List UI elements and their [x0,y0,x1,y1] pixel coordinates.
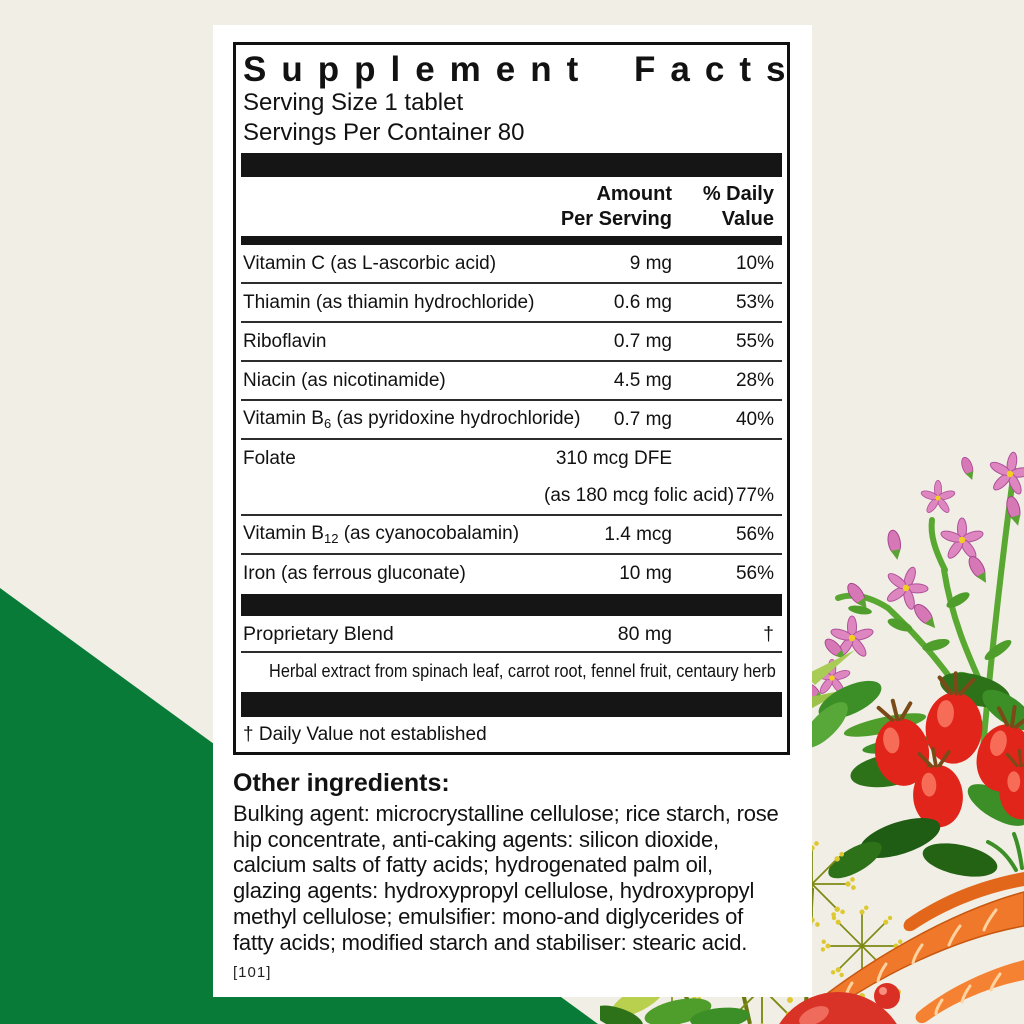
table-header-row: Amount Per Serving % Daily Value [241,177,782,236]
nutrient-amount-line2: (as 180 mcg folic acid) [544,484,735,506]
nutrient-name: Thiamin (as thiamin hydrochloride) [243,291,535,313]
nutrient-daily-value: 53% [735,291,774,313]
supplement-facts-box: Supplement Facts Serving Size 1 tablet S… [233,42,801,756]
daily-value-column-header: % Daily Value [702,183,774,231]
header-spacer [241,182,544,232]
nutrient-name: Vitamin B12 (as cyanocobalamin) [243,523,520,547]
nutrient-row: Folate 310 mcg DFE (as 180 mcg folic aci… [241,440,782,517]
amount-column-header: Amount Per Serving [560,183,672,231]
blend-daily-value-dagger: † [763,623,774,646]
nutrient-row: Niacin (as nicotinamide) 4.5 mg 28% [241,362,782,402]
other-ingredients-heading: Other ingredients: [233,769,450,797]
blend-name: Proprietary Blend [243,623,394,646]
nutrient-daily-value: 28% [735,369,774,391]
nutrient-daily-value: 10% [735,252,774,274]
daily-value-footnote: † Daily Value not established [243,724,487,746]
other-ingredients-text: Bulking agent: microcrystalline cellulos… [233,801,779,955]
nutrient-daily-value: 55% [735,330,774,352]
label-code: [101] [233,964,272,982]
botanical-illustration [600,447,1024,1024]
nutrient-row: Vitamin B12 (as cyanocobalamin) 1.4 mcg … [241,516,782,556]
supplement-label-panel: Supplement Facts Serving Size 1 tablet S… [213,25,812,997]
blend-amount: 80 mg [617,623,672,646]
nutrient-daily-value: 56% [735,562,774,584]
nutrient-name: Vitamin B6 (as pyridoxine hydrochloride) [243,408,581,432]
supplement-facts-title: Supplement Facts [243,50,801,89]
nutrient-name: Folate [243,447,296,469]
divider-bar-thin [241,236,782,246]
nutrient-rows: Vitamin C (as L-ascorbic acid) 9 mg 10% … [236,245,787,592]
nutrient-amount: 10 mg [619,562,672,584]
divider-bar-mid [241,594,782,617]
tomato [779,983,900,1024]
divider-bar-thick [241,153,782,178]
nutrient-daily-value: 56% [735,523,774,545]
nutrient-name: Riboflavin [243,330,327,352]
nutrient-name: Niacin (as nicotinamide) [243,369,446,391]
nutrient-amount: 0.7 mg [613,408,672,430]
blend-description: Herbal extract from spinach leaf, carrot… [269,660,776,682]
divider-bar-bottom [241,692,782,718]
nutrient-name: Iron (as ferrous gluconate) [243,562,466,584]
nutrient-row: Riboflavin 0.7 mg 55% [241,323,782,363]
nutrient-row: Thiamin (as thiamin hydrochloride) 0.6 m… [241,284,782,324]
nutrient-name: Vitamin C (as L-ascorbic acid) [243,252,497,274]
dark-leaves [828,817,998,879]
nutrient-amount: 9 mg [629,252,672,274]
nutrient-daily-value-line2: 77% [735,484,774,506]
nutrient-amount: 1.4 mcg [604,523,672,545]
nutrient-amount: 0.7 mg [613,330,672,352]
nutrient-row: Vitamin B6 (as pyridoxine hydrochloride)… [241,401,782,441]
nutrient-row: Vitamin C (as L-ascorbic acid) 9 mg 10% [241,245,782,285]
nutrient-amount: 310 mcg DFE [555,447,672,469]
serving-size: Serving Size 1 tablet [243,89,464,117]
nutrient-daily-value: 40% [735,408,774,430]
nutrient-row: Iron (as ferrous gluconate) 10 mg 56% [241,555,782,592]
nutrient-amount: 4.5 mg [613,369,672,391]
nutrient-amount: 0.6 mg [613,291,672,313]
carrots [802,832,1024,1024]
carrot-greens [986,832,1024,872]
servings-per-container: Servings Per Container 80 [243,119,525,147]
other-ingredients-section: Other ingredients: Bulking agent: microc… [233,769,799,981]
proprietary-blend-row: Proprietary Blend 80 mg † [241,618,782,654]
